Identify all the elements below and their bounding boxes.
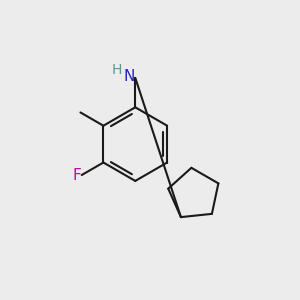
Text: F: F	[72, 167, 81, 182]
Text: H: H	[112, 64, 122, 77]
Text: N: N	[123, 69, 134, 84]
